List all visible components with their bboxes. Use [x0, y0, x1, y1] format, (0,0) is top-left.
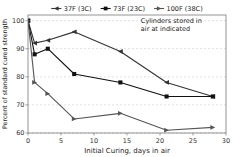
y-tick-label: 60 [16, 129, 24, 137]
legend-item: 73F (23C) [101, 5, 145, 13]
legend-label: 100F (38C) [167, 5, 203, 13]
x-tick [61, 133, 62, 136]
x-tick [226, 133, 227, 136]
x-tick-label: 30 [222, 137, 230, 145]
series-marker [164, 128, 169, 133]
series-marker [118, 111, 123, 116]
series-marker [72, 72, 76, 76]
grid-line [28, 104, 226, 105]
series-line [28, 21, 213, 97]
legend-label: 73F (23C) [113, 5, 145, 13]
annotation: Cylinders stored inair at indicated [141, 17, 202, 33]
chart-container: 60 70 80 90 100 0 5 10 15 20 25 30 Initial Curing, d… [0, 0, 233, 157]
y-tick [26, 48, 29, 49]
y-tick [26, 133, 29, 134]
series-line [28, 21, 213, 131]
series-marker [118, 80, 122, 84]
x-tick-label: 20 [156, 137, 164, 145]
grid-line [28, 76, 226, 77]
plot-area [28, 18, 215, 132]
series-marker [45, 91, 50, 96]
series-marker [165, 94, 169, 98]
grid-line [28, 48, 226, 49]
series-marker [164, 80, 169, 85]
y-tick-label: 80 [16, 73, 24, 81]
chart: 60 70 80 90 100 0 5 10 15 20 25 30 Initial Curing, d… [0, 0, 233, 157]
plot-frame [28, 15, 226, 133]
y-tick-label: 90 [16, 45, 24, 53]
legend-item: 37F (3C) [51, 5, 91, 13]
legend-marker [157, 6, 161, 10]
axes: 60 70 80 90 100 0 5 10 15 20 25 30 [12, 17, 230, 145]
y-tick [26, 76, 29, 77]
series-marker [46, 47, 50, 51]
legend: 37F (3C) 73F (23C) 100F (38C) [51, 5, 202, 13]
series-marker [118, 49, 123, 54]
legend-item: 100F (38C) [154, 5, 203, 13]
series-marker [72, 29, 77, 34]
series-marker [33, 52, 37, 56]
x-axis-label: Initial Curing, days in air [84, 147, 170, 155]
x-tick [160, 133, 161, 136]
y-axis-label: Percent of standard cured strength [1, 19, 9, 129]
x-tick-label: 0 [26, 137, 30, 145]
series-marker [211, 94, 215, 98]
x-tick [127, 133, 128, 136]
legend-marker [104, 7, 108, 11]
x-tick [94, 133, 95, 136]
y-tick [26, 104, 29, 105]
x-tick [193, 133, 194, 136]
series-marker [28, 18, 30, 23]
series-marker [210, 125, 215, 130]
x-tick [28, 133, 29, 136]
y-tick-label: 70 [16, 101, 24, 109]
x-tick-label: 5 [59, 137, 63, 145]
legend-marker [54, 6, 58, 10]
series-line [28, 21, 213, 97]
legend-label: 37F (3C) [64, 5, 92, 13]
y-tick-label: 100 [12, 17, 24, 25]
series-marker [32, 80, 37, 85]
y-tick [26, 20, 29, 21]
series-marker [45, 38, 50, 43]
series-marker [210, 94, 215, 99]
grid [28, 21, 226, 133]
series-marker [72, 117, 77, 122]
x-tick-label: 25 [189, 137, 197, 145]
x-tick-label: 10 [90, 137, 98, 145]
x-tick-label: 15 [123, 137, 131, 145]
